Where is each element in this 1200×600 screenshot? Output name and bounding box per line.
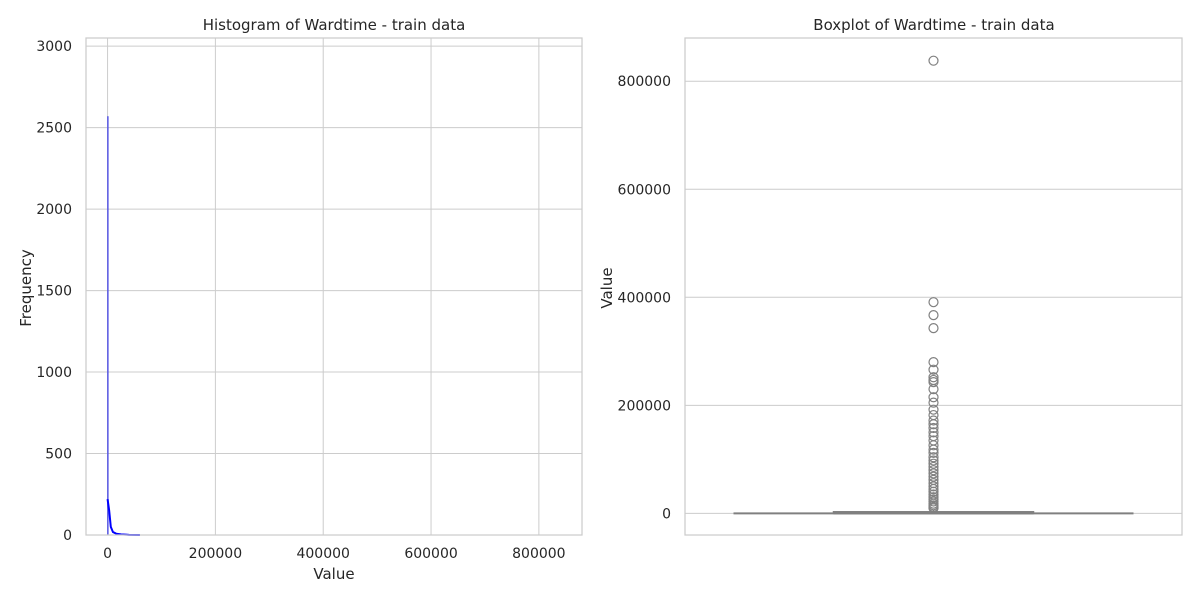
histogram-kde-line bbox=[106, 499, 140, 536]
histogram-y-tick-label: 3000 bbox=[36, 39, 72, 55]
histogram-panel: 0 200000 400000 600000 800000 0 500 1000 1500 20… bbox=[17, 16, 583, 583]
histogram-x-ticks: 0 200000 400000 600000 800000 bbox=[103, 546, 565, 562]
histogram-frame bbox=[85, 37, 583, 536]
boxplot-outlier-point bbox=[928, 465, 939, 476]
histogram-y-tick-label: 1000 bbox=[36, 365, 72, 381]
histogram-x-axis-label: Value bbox=[313, 565, 354, 583]
boxplot-title: Boxplot of Wardtime - train data bbox=[813, 16, 1054, 34]
boxplot-y-tick-label: 200000 bbox=[618, 398, 671, 414]
boxplot-frame bbox=[684, 37, 1183, 536]
boxplot-y-axis-label: Value bbox=[598, 267, 616, 308]
boxplot-outlier-point bbox=[928, 481, 939, 492]
boxplot-outlier-point bbox=[928, 55, 939, 66]
boxplot-outlier-point bbox=[928, 452, 939, 463]
histogram-x-tick-label: 600000 bbox=[404, 546, 457, 562]
boxplot-outlier-point bbox=[928, 458, 939, 469]
boxplot-outlier-point bbox=[928, 297, 939, 308]
histogram-bar bbox=[107, 116, 109, 535]
boxplot-y-tick-label: 600000 bbox=[618, 182, 671, 198]
boxplot-outlier-point bbox=[928, 455, 939, 466]
histogram-y-axis-label: Frequency bbox=[17, 249, 35, 327]
boxplot-y-ticks: 0 200000 400000 600000 800000 bbox=[618, 74, 671, 522]
boxplot-outlier-point bbox=[928, 409, 939, 421]
boxplot-outlier-point bbox=[928, 322, 939, 334]
boxplot-y-tick-label: 400000 bbox=[618, 290, 671, 306]
boxplot-outlier-point bbox=[928, 419, 939, 430]
histogram-y-ticks: 0 500 1000 1500 2000 2500 3000 bbox=[36, 39, 72, 544]
boxplot-outlier-point bbox=[928, 372, 939, 383]
boxplot-outlier-point bbox=[928, 415, 939, 426]
boxplot-outlier-point bbox=[928, 377, 939, 388]
histogram-x-tick-label: 0 bbox=[103, 546, 112, 562]
boxplot-marks bbox=[733, 55, 1134, 515]
boxplot-outlier-point bbox=[928, 461, 939, 473]
boxplot-outlier-point bbox=[928, 483, 939, 495]
boxplot-panel: 0 200000 400000 600000 800000 Boxplot of War… bbox=[598, 16, 1183, 536]
boxplot-outlier-point bbox=[928, 468, 939, 479]
histogram-x-tick-label: 400000 bbox=[296, 546, 349, 562]
boxplot-outlier-point bbox=[928, 357, 939, 368]
boxplot-y-tick-label: 0 bbox=[662, 506, 671, 522]
histogram-y-tick-label: 2000 bbox=[36, 202, 72, 218]
histogram-gridlines bbox=[86, 38, 582, 536]
boxplot-outlier-point bbox=[928, 397, 939, 408]
boxplot-outlier-point bbox=[928, 503, 939, 514]
boxplot-outlier-point bbox=[928, 447, 939, 458]
boxplot-outlier-point bbox=[928, 486, 939, 497]
boxplot-outlier-point bbox=[928, 471, 939, 482]
histogram-y-tick-label: 500 bbox=[45, 447, 72, 463]
histogram-title: Histogram of Wardtime - train data bbox=[203, 16, 466, 34]
histogram-y-tick-label: 0 bbox=[63, 528, 72, 544]
boxplot-outlier-point bbox=[928, 392, 939, 403]
boxplot-outlier-point bbox=[928, 422, 939, 434]
histogram-x-tick-label: 200000 bbox=[189, 546, 242, 562]
histogram-y-tick-label: 2500 bbox=[36, 121, 72, 137]
boxplot-outlier-point bbox=[928, 310, 939, 321]
boxplot-outlier-point bbox=[928, 440, 939, 451]
histogram-x-tick-label: 800000 bbox=[512, 546, 565, 562]
boxplot-outlier-point bbox=[928, 427, 939, 438]
histogram-y-tick-label: 1500 bbox=[36, 284, 72, 300]
boxplot-outlier-point bbox=[928, 364, 939, 375]
boxplot-outlier-point bbox=[928, 444, 939, 455]
histogram-marks bbox=[106, 116, 140, 536]
boxplot-outlier-point bbox=[928, 404, 939, 415]
boxplot-y-tick-label: 800000 bbox=[618, 74, 671, 90]
boxplot-outlier-point bbox=[928, 384, 939, 395]
